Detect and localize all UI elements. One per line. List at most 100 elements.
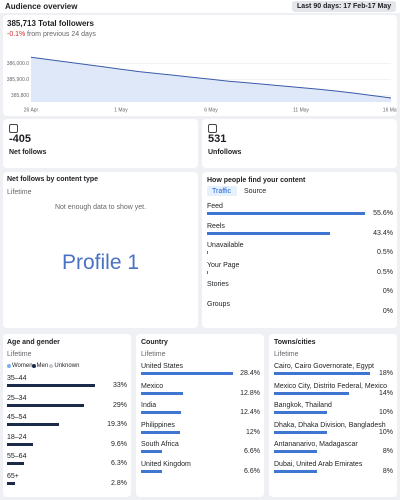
card-subtitle: Lifetime xyxy=(7,189,32,196)
bar xyxy=(7,423,59,426)
icon xyxy=(9,124,18,133)
row-value: 0% xyxy=(382,288,393,295)
row-label: Groups xyxy=(207,300,230,308)
watermark: Profile 1 xyxy=(61,251,140,274)
legend-dot xyxy=(49,364,54,368)
age-card xyxy=(3,334,131,497)
tab-bg xyxy=(207,186,237,196)
line xyxy=(30,56,392,99)
row-value: 55.6% xyxy=(373,210,393,217)
row-label: 25–34 xyxy=(7,394,27,402)
bar xyxy=(141,372,233,375)
row-value: 12.4% xyxy=(240,409,260,416)
follower-chart: 385,800 385,900.0 386,000.0 26 Apr 1 May 6 Ma… xyxy=(7,56,397,113)
date-button[interactable] xyxy=(292,1,396,12)
row-value: 12.8% xyxy=(240,389,260,397)
row-label: Feed xyxy=(207,203,223,210)
row-value: 8% xyxy=(382,467,393,475)
row-label: 35–44 xyxy=(7,375,27,382)
date-range[interactable]: Last 90 days: 17 Feb-17 May xyxy=(297,3,392,10)
row-label: Cairo, Cairo Governorate, Egypt xyxy=(274,363,374,370)
row-label: Mexico City, Distrito Federal, Mexico xyxy=(274,382,388,390)
row-label: India xyxy=(141,402,157,409)
row-label: Bangkok, Thailand xyxy=(274,402,332,409)
row-value: 6.6% xyxy=(244,467,260,475)
bar xyxy=(207,212,365,215)
row-value: 18% xyxy=(378,370,393,377)
y-tick-label: 386,000.0 xyxy=(7,61,29,67)
bar xyxy=(7,442,33,446)
row-value: 6.3% xyxy=(111,460,127,467)
row-value: 6.6% xyxy=(244,448,260,455)
empty-note: Not enough data to show yet. xyxy=(54,204,147,211)
x-tick-label: 1 May xyxy=(114,107,128,113)
card-title: Net follows by content type xyxy=(7,176,99,183)
row-label: Unavailable xyxy=(207,242,244,249)
legend-label: Men xyxy=(36,363,49,369)
bar xyxy=(7,462,24,465)
bar xyxy=(7,403,85,407)
card-subtitle: Lifetime xyxy=(274,351,299,358)
row-label: Reels xyxy=(207,222,225,230)
x-tick-label: 6 May xyxy=(204,107,218,113)
bar xyxy=(207,270,209,274)
row-label: 18–24 xyxy=(7,433,27,441)
bar xyxy=(274,372,370,375)
bar xyxy=(274,450,317,453)
row-value: 2.8% xyxy=(111,479,127,487)
change: -0.1% xyxy=(7,31,26,38)
net-follows-value: -405 xyxy=(9,133,32,145)
row-value: 29% xyxy=(112,401,127,409)
row-label: Antananarivo, Madagascar xyxy=(274,441,358,448)
bar xyxy=(207,251,209,254)
tab[interactable]: Source xyxy=(244,188,267,195)
row-value: 43.4% xyxy=(373,229,393,237)
card-subtitle: Lifetime xyxy=(7,351,32,358)
bar xyxy=(274,391,349,395)
net-follows-card xyxy=(3,119,198,168)
unfollows-value: 531 xyxy=(208,133,227,145)
bar xyxy=(141,391,183,395)
row-label: 55–64 xyxy=(7,453,27,460)
bar xyxy=(141,450,163,453)
card-title: How people find your content xyxy=(207,177,306,184)
bar xyxy=(141,469,163,473)
card-title: Towns/cities xyxy=(274,339,316,346)
legend-dot xyxy=(7,364,11,368)
tab[interactable]: Traffic xyxy=(212,188,232,195)
y-tick-label: 385,900.0 xyxy=(7,77,29,83)
y-tick-label: 385,800 xyxy=(11,93,29,99)
row-label: Your Page xyxy=(207,261,240,269)
row-label: South Africa xyxy=(141,441,179,448)
row-value: 9.6% xyxy=(111,440,127,448)
row-value: 10% xyxy=(378,409,393,416)
bar xyxy=(7,481,15,485)
row-value: 19.3% xyxy=(107,421,127,428)
legend-label: Women xyxy=(12,363,33,369)
row-value: 0% xyxy=(382,307,393,315)
row-label: United States xyxy=(141,363,184,370)
bar xyxy=(141,411,182,414)
row-value: 33% xyxy=(112,382,127,389)
x-tick-label: 16 May xyxy=(383,107,397,113)
total-followers: 385,713 Total followers xyxy=(7,19,94,28)
bar xyxy=(141,430,180,434)
x-tick-label: 26 Apr xyxy=(24,107,39,113)
bar xyxy=(274,411,328,414)
row-value: 28.4% xyxy=(240,370,260,377)
row-value: 0.5% xyxy=(377,268,393,276)
row-label: Philippines xyxy=(141,421,175,429)
icon xyxy=(208,124,217,133)
bar xyxy=(7,384,95,387)
row-label: Stories xyxy=(207,281,229,288)
x-tick-label: 11 May xyxy=(293,107,310,113)
legend-label: Unknown xyxy=(54,363,80,369)
change-note: from previous 24 days xyxy=(27,31,96,38)
unfollows-card xyxy=(202,119,397,168)
card-title: Age and gender xyxy=(7,339,60,346)
page-title: Audience overview xyxy=(5,2,78,11)
row-label: United Kingdom xyxy=(141,460,191,468)
row-value: 0.5% xyxy=(377,249,393,256)
bar xyxy=(207,231,331,235)
